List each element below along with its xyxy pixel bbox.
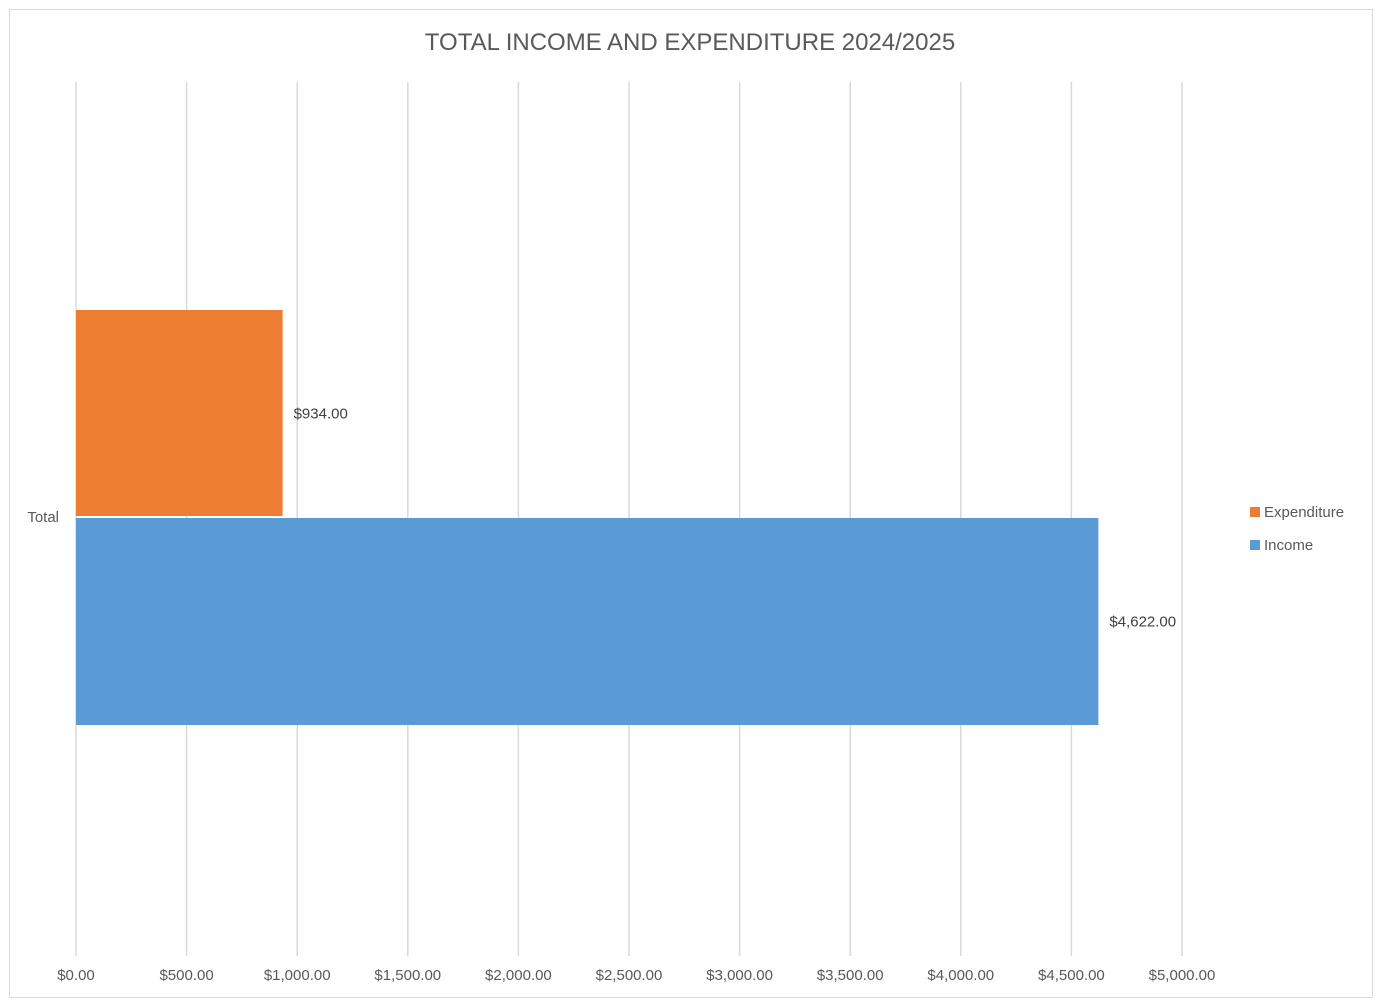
x-tick-label: $4,000.00 (927, 967, 994, 984)
data-labels: $934.00 $4,622.00 (294, 406, 1177, 631)
bars (76, 310, 1099, 725)
x-tick-label: $1,000.00 (264, 967, 331, 984)
bar-income (76, 518, 1099, 725)
category-label: Total (27, 509, 59, 526)
x-axis: $0.00 $500.00 $1,000.00 $1,500.00 $2,000.00 $… (57, 967, 1215, 984)
chart-title: TOTAL INCOME AND EXPENDITURE 2024/2025 (425, 29, 955, 56)
x-tick-label: $0.00 (57, 967, 95, 984)
x-tick-label: $1,500.00 (374, 967, 441, 984)
legend-entry: Income (1264, 537, 1313, 554)
category-axis: Total (27, 509, 59, 526)
x-tick-label: $4,500.00 (1038, 967, 1105, 984)
x-tick-label: $3,500.00 (817, 967, 884, 984)
x-tick-label: $2,000.00 (485, 967, 552, 984)
x-tick-label: $5,000.00 (1149, 967, 1216, 984)
x-tick-label: $2,500.00 (596, 967, 663, 984)
legend-swatch (1250, 507, 1260, 517)
legend-swatch (1250, 540, 1260, 550)
bar-expenditure (76, 310, 283, 516)
legend-entry: Expenditure (1264, 504, 1344, 521)
data-label: $934.00 (294, 406, 348, 423)
data-label: $4,622.00 (1109, 614, 1176, 631)
x-tick-label: $500.00 (159, 967, 213, 984)
x-tick-label: $3,000.00 (706, 967, 773, 984)
legend: Expenditure Income (1250, 504, 1344, 554)
